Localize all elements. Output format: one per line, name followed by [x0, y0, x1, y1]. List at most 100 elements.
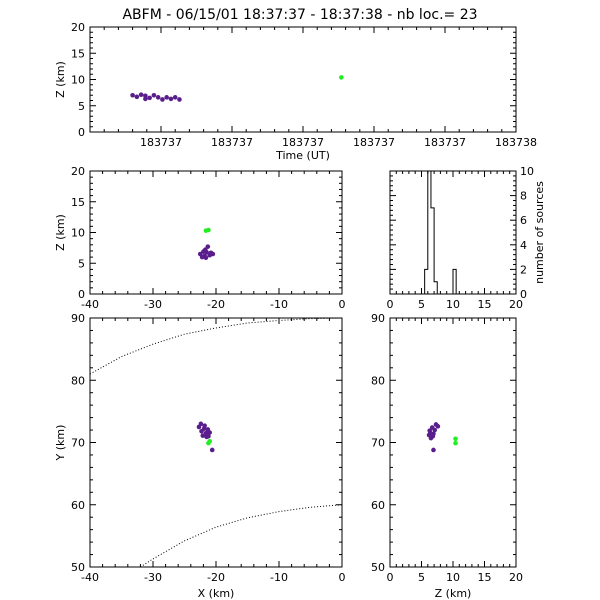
- zy-y-tick-label: 90: [371, 312, 385, 325]
- histogram-y-tick-label: 8: [520, 190, 527, 203]
- chart-title: ABFM - 06/15/01 18:37:37 - 18:37:38 - nb…: [122, 7, 477, 23]
- zy-x-tick-label: 0: [387, 571, 394, 584]
- plan-view-point: [205, 427, 211, 432]
- time-height-point: [147, 95, 152, 101]
- time-height-x-tick-label: 183737: [282, 136, 324, 149]
- histogram-step-line: [390, 170, 516, 295]
- time-height-y-tick-label: 5: [78, 100, 85, 113]
- xz-x-tick-label: 0: [339, 298, 346, 311]
- plan-view-x-tick-label: 0: [339, 571, 346, 584]
- time-height-y-tick-label: 10: [71, 74, 85, 87]
- xz-y-tick-label: 15: [71, 196, 85, 209]
- histogram-x-tick-label: 15: [478, 298, 492, 311]
- time-height-point: [155, 95, 161, 100]
- xz-point: [206, 227, 211, 233]
- zy-x-tick-label: 10: [446, 571, 460, 584]
- xz-point: [199, 254, 205, 260]
- plan-view-x-tick-label: -30: [144, 571, 162, 584]
- zy-y-tick-label: 70: [371, 437, 385, 450]
- time-height-point: [143, 96, 148, 102]
- time-height-point: [138, 92, 144, 98]
- zy-x-tick-label: 15: [478, 571, 492, 584]
- time-height-point: [151, 92, 157, 98]
- zy-y-tick-label: 50: [371, 561, 385, 574]
- plan-view-x-tick-label: -20: [207, 571, 225, 584]
- plan-view-y-tick-label: 60: [71, 499, 85, 512]
- time-height-point: [339, 75, 344, 80]
- time-height-y-tick-label: 15: [71, 47, 85, 60]
- xz-y-tick-label: 20: [71, 165, 85, 178]
- histogram-y-tick-label: 2: [520, 263, 527, 276]
- plan-view-frame: [89, 317, 343, 568]
- time-height-point: [164, 95, 169, 100]
- plan-view-x-tick-label: -10: [270, 571, 288, 584]
- time-height-x-tick-label: 183737: [353, 136, 395, 149]
- plan-view-x-tick-label: -40: [81, 571, 99, 584]
- plan-view-point: [198, 421, 204, 427]
- plan-view-y-tick-label: 70: [71, 437, 85, 450]
- time-height-point: [168, 96, 174, 102]
- xz-y-tick-label: 5: [78, 257, 85, 270]
- plan-view-x-axis-label: X (km): [198, 587, 235, 600]
- zy-point: [429, 425, 435, 430]
- histogram-y-tick-label: 4: [520, 239, 527, 252]
- time-height-point: [172, 95, 178, 100]
- plan-view-point: [206, 440, 211, 446]
- zy-panel: 0 5 10 15 20 50 60 70 80 90 Z (km): [371, 312, 523, 600]
- time-height-point: [143, 93, 148, 99]
- time-height-x-tick-label: 183737: [424, 136, 466, 149]
- zy-point: [435, 424, 441, 429]
- xz-x-tick-label: -20: [207, 298, 225, 311]
- plan-view-point: [209, 447, 215, 453]
- plan-view-y-axis-label: Y (km): [54, 425, 67, 462]
- xz-y-tick-label: 0: [78, 288, 85, 301]
- histogram-y-axis-label: number of sources: [533, 181, 546, 284]
- xz-frame: [89, 170, 343, 295]
- zy-frame: [389, 317, 517, 568]
- plan-view-y-tick-label: 90: [71, 312, 85, 325]
- xz-point: [202, 247, 208, 253]
- plan-view-point: [200, 433, 206, 438]
- zy-point: [426, 432, 432, 438]
- histogram-x-tick-label: 5: [418, 298, 425, 311]
- plots: 183737 183737 183737 183737 183737 183738 0 5 10…: [54, 21, 546, 600]
- histogram-x-tick-label: 0: [387, 298, 394, 311]
- xz-x-tick-label: -10: [270, 298, 288, 311]
- time-height-x-tick-label: 183737: [211, 136, 253, 149]
- xz-y-tick-label: 10: [71, 227, 85, 240]
- time-height-y-axis-label: Z (km): [54, 61, 67, 98]
- time-height-x-tick-label: 183738: [495, 136, 537, 149]
- zy-point: [453, 436, 458, 442]
- histogram-y-tick-label: 10: [520, 165, 534, 178]
- time-height-frame: [89, 26, 517, 133]
- xz-point: [210, 251, 216, 257]
- plan-view-y-tick-label: 50: [71, 561, 85, 574]
- range-ring: [140, 504, 343, 568]
- xz-x-tick-label: -30: [144, 298, 162, 311]
- plan-view-y-tick-label: 80: [71, 374, 85, 387]
- zy-x-tick-label: 20: [509, 571, 523, 584]
- plan-view-point: [204, 434, 209, 440]
- histogram-x-tick-label: 20: [509, 298, 523, 311]
- range-ring: [89, 317, 343, 375]
- time-height-x-axis-label: Time (UT): [275, 149, 330, 162]
- histogram-y-tick-label: 0: [520, 288, 527, 301]
- time-height-x-tick-label: 183737: [140, 136, 182, 149]
- time-height-point: [160, 97, 165, 102]
- plan-view-point: [203, 430, 209, 436]
- xz-panel: -40 -30 -20 -10 0 0 5 10 15 20 Z (km): [54, 165, 346, 311]
- xz-y-axis-label: Z (km): [54, 214, 67, 251]
- zy-x-tick-label: 5: [418, 571, 425, 584]
- time-height-y-tick-label: 0: [78, 126, 85, 139]
- zy-point: [427, 428, 432, 433]
- xz-point: [205, 244, 211, 249]
- time-height-y-tick-label: 20: [71, 21, 85, 34]
- zy-point: [453, 440, 458, 446]
- time-height-point: [177, 97, 182, 102]
- xz-x-tick-label: -40: [81, 298, 99, 311]
- time-height-point: [134, 94, 140, 100]
- histogram-y-tick-label: 6: [520, 214, 527, 227]
- time-height-point: [130, 92, 135, 98]
